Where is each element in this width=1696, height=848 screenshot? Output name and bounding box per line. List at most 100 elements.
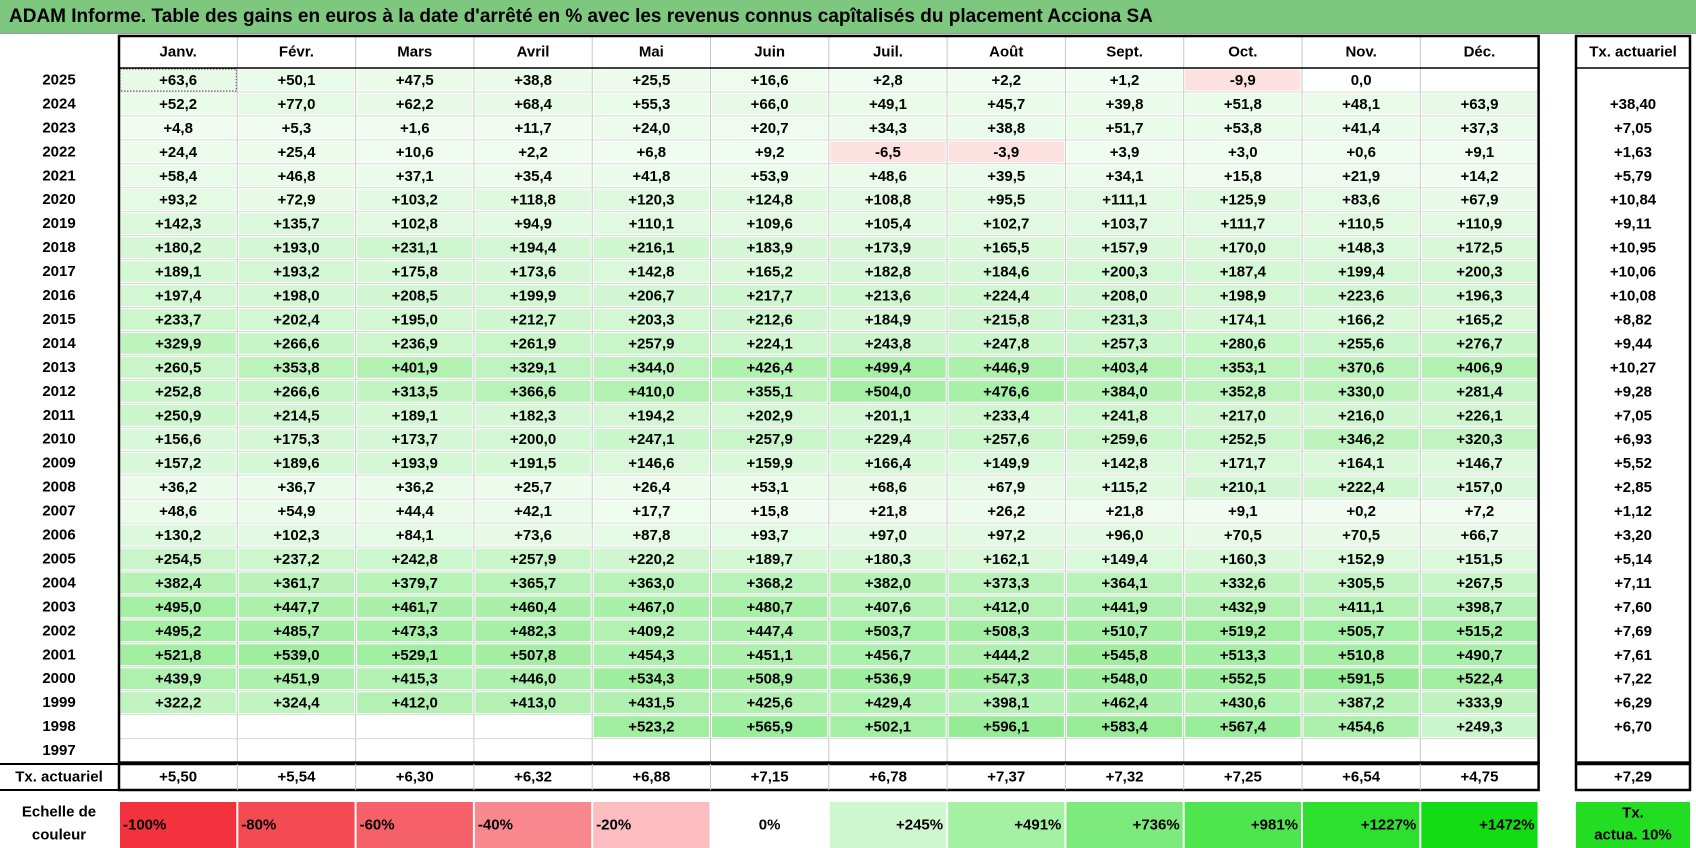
cell-value: +529,1 [392,647,438,664]
rate-value: +10,08 [1610,288,1656,305]
scale-step-label: +1472% [1479,817,1534,834]
heat-cell [120,644,236,666]
cell-value: +2,2 [991,72,1021,89]
heat-cell [712,261,828,283]
rate-value: +9,11 [1614,216,1651,233]
heat-cell [1421,404,1538,426]
heat-cell [830,189,946,211]
heat-cell [593,500,709,522]
cell-value: +412,0 [983,599,1029,616]
cell-value: +212,7 [510,311,556,328]
cell-value: +162,1 [983,551,1029,568]
heat-cell [712,117,828,139]
heat-cell [1303,309,1419,330]
heat-cell [1303,428,1419,450]
heat-cell [593,93,709,115]
cell-value: +203,3 [628,311,674,328]
rate-value: +6,70 [1614,719,1652,736]
cell-value: +142,3 [155,216,201,233]
heat-cell [830,572,946,594]
heat-cell [1421,716,1538,738]
cell-value: +199,4 [1338,264,1385,281]
cell-value: +365,7 [510,575,556,592]
heat-cell [1185,117,1301,139]
cell-value: +37,1 [396,168,434,185]
cell-value: +206,7 [628,288,674,305]
cell-value: +51,7 [1106,120,1144,137]
heat-cell [357,165,473,187]
cell-value: +151,5 [1456,551,1502,568]
heat-cell [593,285,709,306]
cell-value: +41,4 [1342,120,1381,137]
cell-value: +220,2 [628,551,674,568]
heat-cell [238,524,355,546]
heat-cell [1185,213,1301,235]
cell-value: +409,2 [628,623,674,640]
cell-value: +208,0 [1101,288,1147,305]
heat-cell [712,189,828,211]
heat-cell [1303,213,1419,235]
cell-value: +480,7 [747,599,793,616]
heat-cell [830,692,946,714]
cell-value: +125,9 [1220,192,1266,209]
heat-cell [238,189,355,211]
cell-value: +313,5 [392,383,438,400]
cell-value: +194,4 [510,240,557,257]
heat-cell [712,285,828,306]
cell-value: +467,0 [628,599,674,616]
heat-cell [120,309,236,330]
month-header: Juin [754,44,785,61]
heat-cell [1421,165,1538,187]
heat-cell [830,332,946,354]
cell-value: +267,5 [1456,575,1502,592]
heat-cell [357,237,473,259]
cell-value: +451,9 [273,671,319,688]
heat-cell [238,93,355,115]
cell-value: +105,4 [865,216,912,233]
heat-cell [1185,572,1301,594]
cell-value: +14,2 [1460,168,1498,185]
heat-cell [1421,261,1538,283]
heat-cell [1421,524,1538,546]
heat-cell [712,572,828,594]
heat-cell [1066,117,1183,139]
cell-value: +115,2 [1102,479,1147,496]
cell-value: +373,3 [983,575,1029,592]
cell-value: +410,0 [628,383,674,400]
scale-label: couleur [32,827,86,844]
cell-value: +216,0 [1338,407,1384,424]
year-label: 2000 [42,670,75,687]
heat-cell [475,572,591,594]
heat-cell [712,141,828,163]
cell-value: +95,5 [987,192,1025,209]
heat-cell [1185,692,1301,714]
cell-value: +159,9 [747,455,793,472]
heat-cell [238,237,355,259]
cell-value: +198,9 [1220,288,1266,305]
cell-value: +189,1 [392,407,438,424]
cell-value: +73,6 [514,527,552,544]
cell-value: +9,1 [1228,503,1258,520]
scale-step-label: +736% [1133,817,1180,834]
cell-value: +38,8 [987,120,1025,137]
heat-cell [712,692,828,714]
heat-cell [1185,620,1301,642]
cell-value: +513,3 [1220,647,1266,664]
year-label: 1997 [42,742,75,759]
heat-cell [120,93,236,115]
cell-value: +53,1 [751,479,789,496]
cell-value: +201,1 [865,407,911,424]
cell-value: +72,9 [277,192,315,209]
year-label: 2005 [42,550,75,567]
cell-value: +519,2 [1220,623,1266,640]
heat-cell [1421,117,1538,139]
heat-cell [1421,476,1538,498]
cell-value: +148,3 [1338,240,1384,257]
scale-step-label: 0% [759,817,781,834]
heat-cell [475,548,591,570]
cell-value: +93,7 [751,527,789,544]
heat-cell [1185,332,1301,354]
cell-value: +165,2 [747,264,793,281]
heat-cell [593,620,709,642]
rate-value: +8,82 [1614,311,1652,328]
